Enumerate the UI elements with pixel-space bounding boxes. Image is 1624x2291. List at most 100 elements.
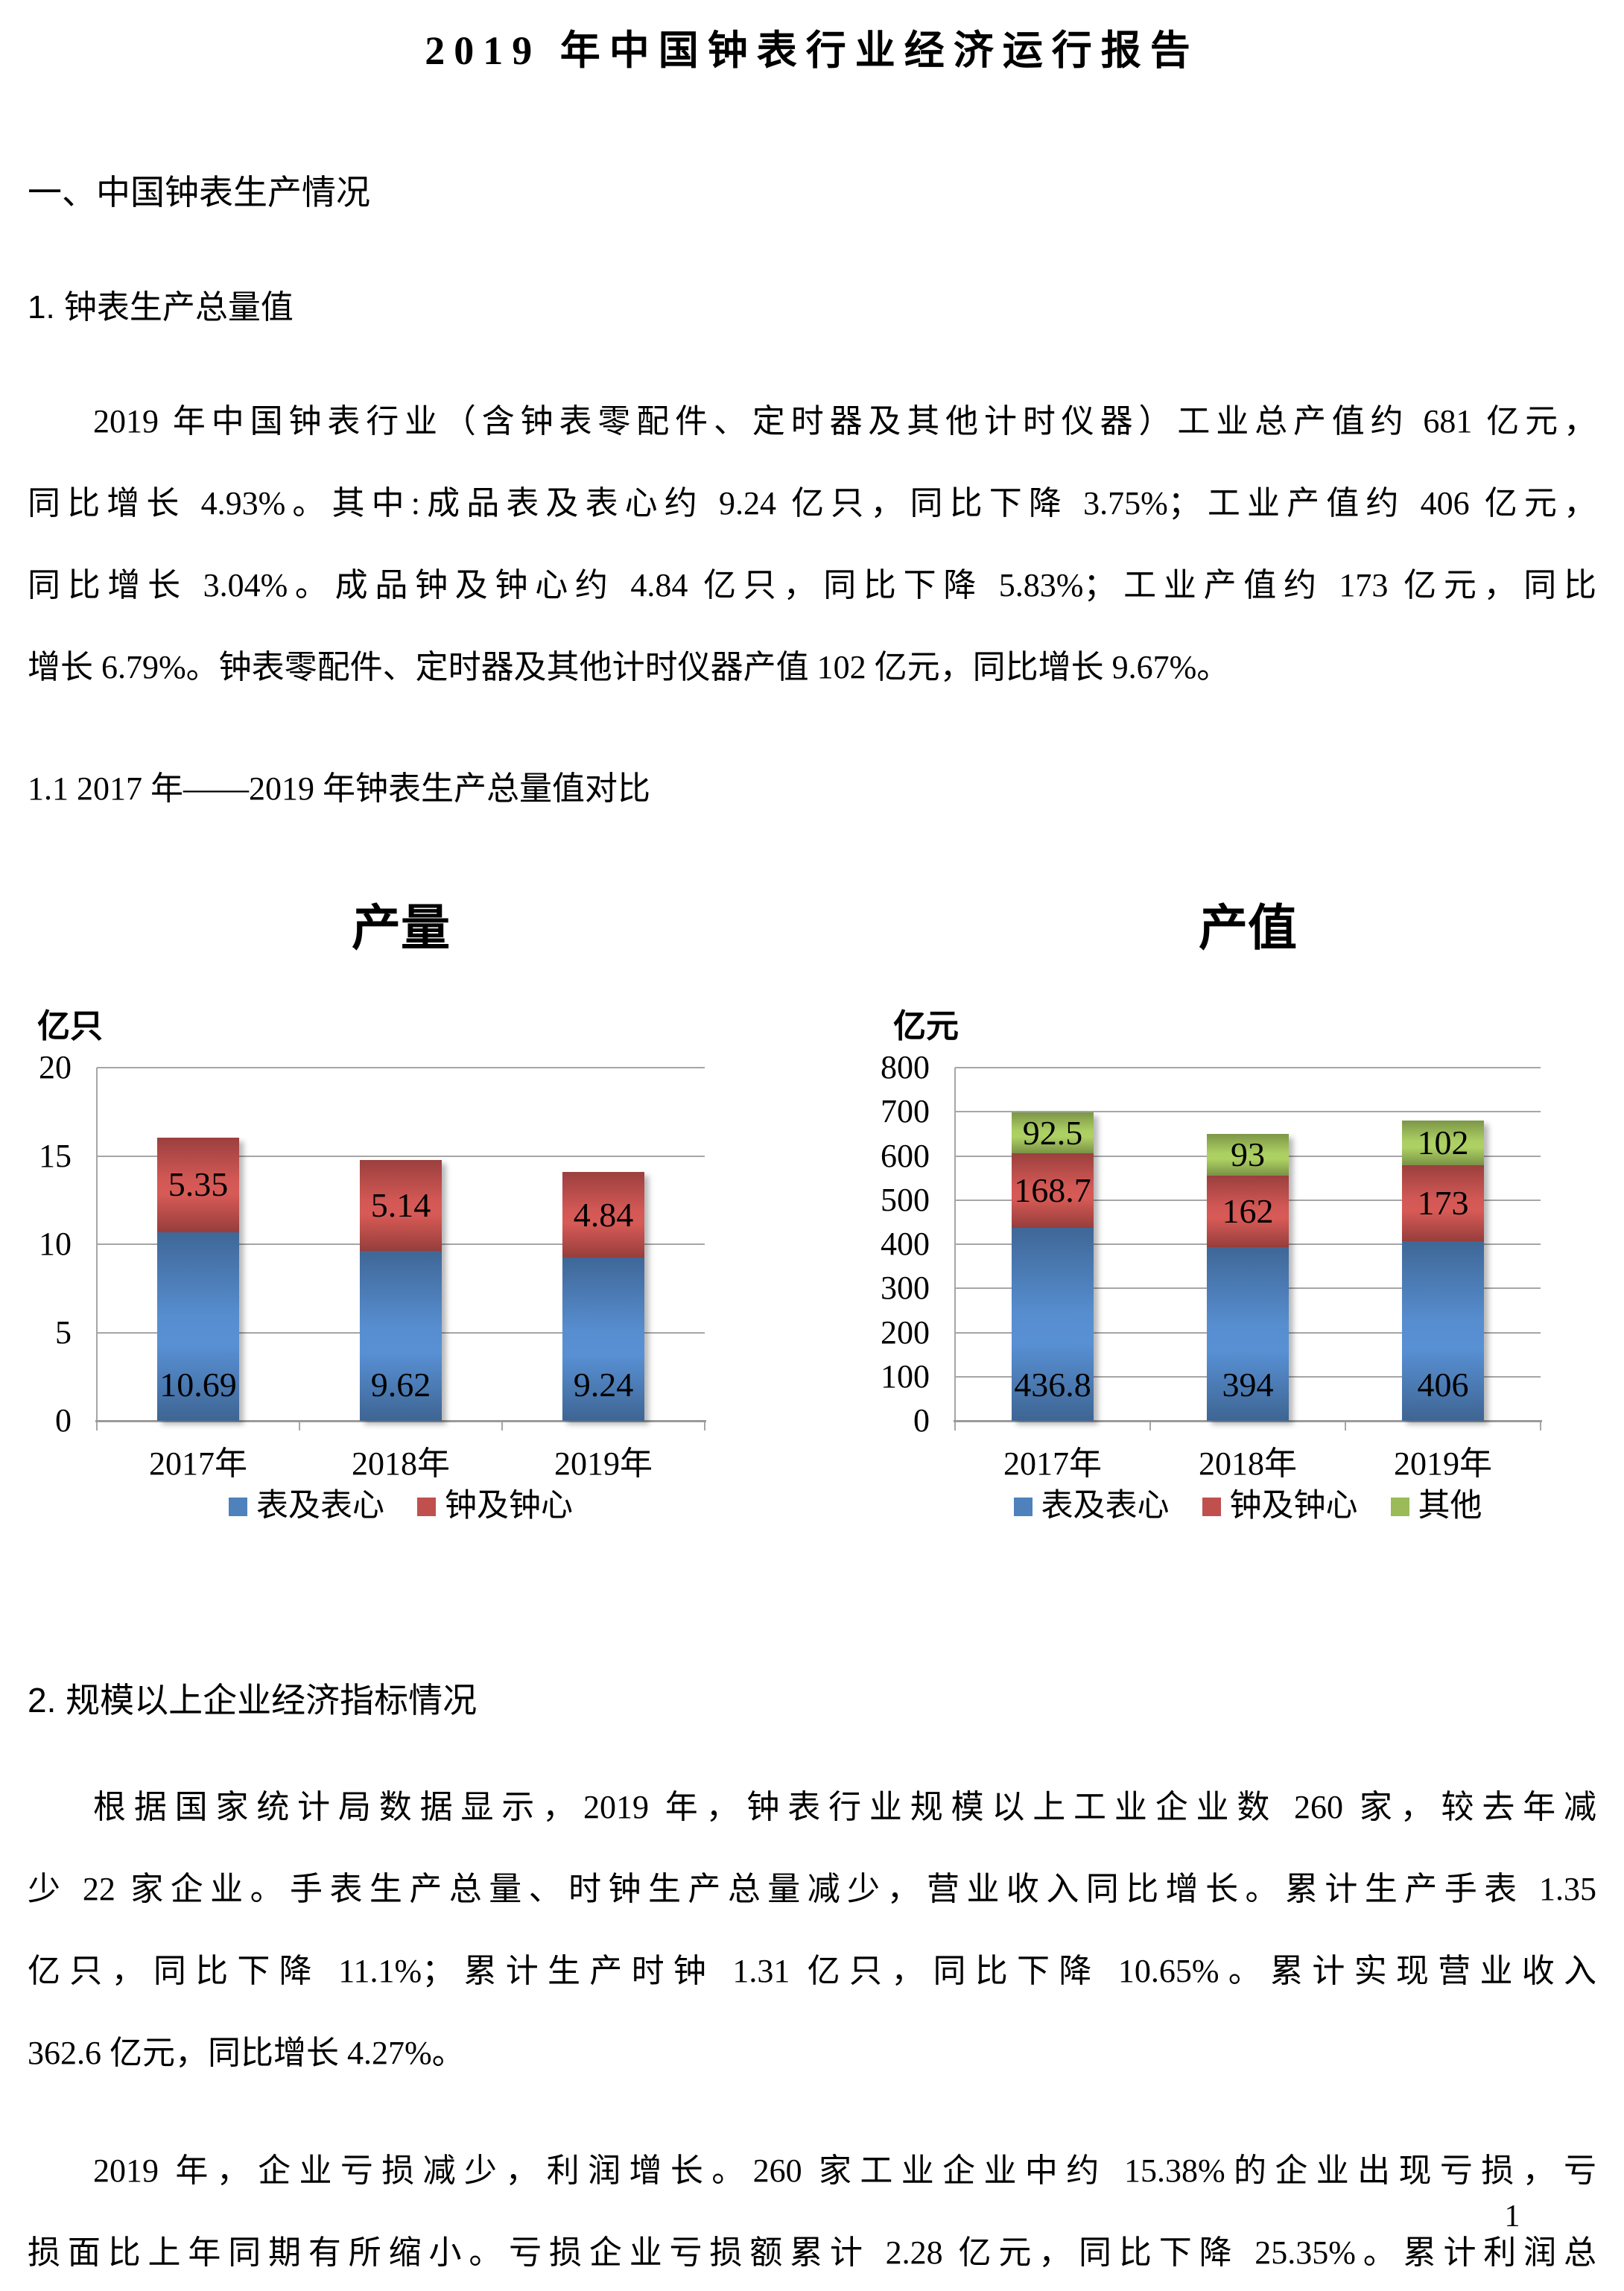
- bar-segment-1: [562, 1258, 644, 1421]
- data-label: 406: [1417, 1366, 1469, 1404]
- paragraph-line: 根据国家统计局数据显示，2019 年，钟表行业规模以上工业企业数 260 家，较…: [93, 1789, 1596, 1825]
- paragraph-profit-loss: 2019 年，企业亏损减少，利润增长。260 家工业企业中约 15.38%的企业…: [28, 2130, 1596, 2291]
- axis-unit-label: 亿只: [37, 1008, 103, 1045]
- y-axis-tick-label: 20: [39, 1049, 72, 1086]
- x-axis-tick: [1345, 1421, 1346, 1430]
- legend-label: 其他: [1418, 1489, 1482, 1524]
- x-axis-tick: [1149, 1421, 1151, 1430]
- paragraph-line: 2019 年，企业亏损减少，利润增长。260 家工业企业中约 15.38%的企业…: [93, 2152, 1596, 2189]
- x-axis-tick: [501, 1421, 503, 1430]
- section-heading-production: 一、中国钟表生产情况: [28, 173, 370, 212]
- stacked-bar: [1012, 1112, 1094, 1421]
- y-axis-line: [96, 1068, 98, 1430]
- chart-title: 产量: [352, 900, 450, 955]
- section-heading-total-output: 1. 钟表生产总量值: [28, 289, 294, 326]
- chart-legend: 表及表心 钟及钟心: [97, 1487, 705, 1526]
- bar-segment-2: [157, 1137, 239, 1232]
- legend-swatch: [1390, 1497, 1409, 1516]
- data-label: 394: [1222, 1366, 1274, 1404]
- stacked-bar: [1402, 1120, 1484, 1421]
- data-label: 10.69: [159, 1366, 237, 1404]
- legend-label: 钟及钟心: [1229, 1489, 1358, 1524]
- paragraph-line: 增长 6.79%。钟表零配件、定时器及其他计时仪器产值 102 亿元，同比增长 …: [28, 649, 1230, 685]
- paragraph-enterprise-stats: 根据国家统计局数据显示，2019 年，钟表行业规模以上工业企业数 260 家，较…: [28, 1766, 1596, 2094]
- axis-unit-label: 亿元: [893, 1008, 959, 1045]
- gridline: [97, 1155, 705, 1157]
- legend-swatch: [229, 1497, 247, 1516]
- category-label: 2017年: [149, 1445, 247, 1482]
- paragraph-line: 同比增长 4.93%。其中:成品表及表心约 9.24 亿只，同比下降 3.75%…: [28, 485, 1596, 522]
- data-label: 93: [1231, 1135, 1265, 1174]
- gridline: [97, 1067, 705, 1068]
- paragraph-line: 2019 年中国钟表行业（含钟表零配件、定时器及其他计时仪器）工业总产值约 68…: [93, 403, 1596, 440]
- bar-segment-1: [1012, 1228, 1094, 1421]
- y-axis-tick-label: 0: [913, 1402, 930, 1439]
- legend-swatch: [1202, 1497, 1221, 1516]
- y-axis-tick-label: 0: [55, 1402, 72, 1439]
- paragraph-line: 损面比上年同期有所缩小。亏损企业亏损额累计 2.28 亿元，同比下降 25.35…: [28, 2234, 1596, 2271]
- bar-segment-2: [360, 1160, 442, 1251]
- gridline: [955, 1067, 1541, 1068]
- page-number: 1: [1504, 2199, 1520, 2234]
- x-axis-tick: [96, 1421, 98, 1430]
- paragraph-line: 362.6 亿元，同比增长 4.27%。: [28, 2035, 465, 2071]
- category-label: 2017年: [1003, 1445, 1102, 1482]
- paragraph-line: 亿只，同比下降 11.1%；累计生产时钟 1.31 亿只，同比下降 10.65%…: [28, 1953, 1596, 1989]
- y-axis-tick-label: 700: [881, 1093, 930, 1130]
- stacked-bar: [157, 1137, 239, 1421]
- x-axis-tick: [299, 1421, 300, 1430]
- data-label: 9.62: [370, 1366, 431, 1404]
- data-label: 436.8: [1014, 1366, 1091, 1404]
- x-axis-line: [95, 1420, 706, 1422]
- y-axis-tick-label: 200: [881, 1314, 930, 1351]
- x-axis-tick: [954, 1421, 956, 1430]
- data-label: 173: [1417, 1184, 1469, 1223]
- bar-segment-2: [1207, 1175, 1289, 1247]
- legend-item: 表及表心: [1013, 1488, 1170, 1525]
- bar-segment-1: [360, 1251, 442, 1421]
- paragraph-line: 同比增长 3.04%。成品钟及钟心约 4.84 亿只，同比下降 5.83%；工业…: [28, 567, 1596, 603]
- bar-segment-3: [1402, 1120, 1484, 1165]
- bar-segment-1: [157, 1232, 239, 1421]
- x-axis-tick: [704, 1421, 705, 1430]
- category-label: 2018年: [352, 1445, 450, 1482]
- y-axis-tick-label: 800: [881, 1049, 930, 1086]
- y-axis-tick-label: 500: [881, 1181, 930, 1218]
- bar-segment-1: [1402, 1241, 1484, 1421]
- y-axis-tick-label: 300: [881, 1270, 930, 1307]
- doc-title: 2019 年中国钟表行业经济运行报告: [425, 28, 1199, 73]
- legend-item: 其他: [1390, 1488, 1482, 1525]
- y-axis-tick-label: 100: [881, 1357, 930, 1395]
- bar-segment-1: [1207, 1246, 1289, 1421]
- data-label: 5.35: [168, 1165, 229, 1204]
- bar-segment-2: [1012, 1153, 1094, 1229]
- legend-swatch: [417, 1497, 436, 1516]
- data-label: 162: [1222, 1191, 1274, 1230]
- data-label: 92.5: [1022, 1113, 1083, 1152]
- y-axis-tick-label: 5: [55, 1314, 72, 1351]
- y-axis-tick-label: 400: [881, 1226, 930, 1262]
- legend-item: 钟及钟心: [417, 1488, 573, 1525]
- category-label: 2018年: [1199, 1445, 1297, 1482]
- chart-legend: 表及表心 钟及钟心 其他: [955, 1487, 1541, 1526]
- bar-segment-3: [1207, 1134, 1289, 1176]
- data-label: 4.84: [573, 1195, 634, 1234]
- bar-segment-2: [1402, 1164, 1484, 1242]
- data-label: 168.7: [1014, 1171, 1091, 1210]
- data-label: 9.24: [573, 1366, 634, 1404]
- stacked-bar: [1207, 1134, 1289, 1421]
- y-axis-tick-label: 15: [39, 1137, 72, 1174]
- y-axis-tick-label: 10: [39, 1226, 72, 1262]
- category-label: 2019年: [554, 1445, 653, 1482]
- bar-segment-2: [562, 1172, 644, 1258]
- gridline: [955, 1111, 1541, 1113]
- legend-label: 钟及钟心: [445, 1489, 573, 1524]
- legend-label: 表及表心: [256, 1489, 384, 1524]
- stacked-bar: [360, 1160, 442, 1421]
- bar-segment-3: [1012, 1112, 1094, 1154]
- paragraph-output-summary: 2019 年中国钟表行业（含钟表零配件、定时器及其他计时仪器）工业总产值约 68…: [28, 381, 1596, 709]
- legend-swatch: [1013, 1497, 1033, 1516]
- y-axis-tick-label: 600: [881, 1137, 930, 1174]
- legend-item: 钟及钟心: [1202, 1488, 1358, 1525]
